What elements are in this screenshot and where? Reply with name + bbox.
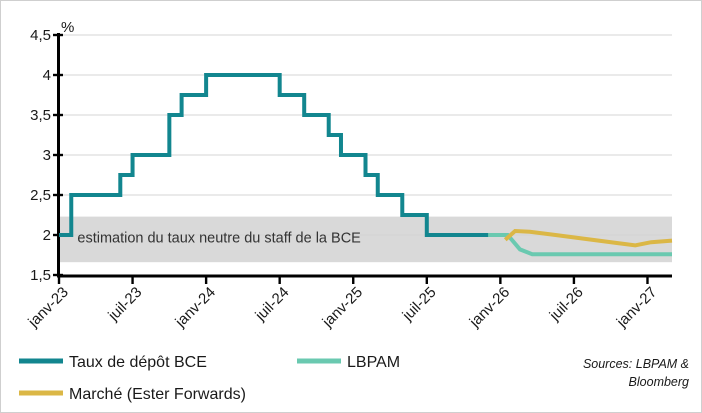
x-axis-tick-label: juil-24 (251, 284, 292, 325)
x-axis-tick-label: janv-23 (24, 284, 72, 332)
y-axis-tick-label: 4 (43, 67, 51, 84)
x-axis-tick-label: janv-26 (466, 284, 514, 332)
y-axis-tick-label: 2 (43, 227, 51, 244)
y-axis-tick-label: 1,5 (30, 267, 51, 284)
x-axis-tick-label: juil-26 (546, 284, 587, 325)
legend-label-lbpam: LBPAM (347, 354, 400, 371)
legend-label-taux-de-depot-bce: Taux de dépôt BCE (69, 354, 207, 371)
legend-label-marche-ester-forwards: Marché (Ester Forwards) (69, 386, 246, 403)
y-axis-tick-label: 3,5 (30, 107, 51, 124)
sources-note-line-1: Sources: LBPAM & (583, 357, 689, 371)
x-axis-tick-label: janv-27 (613, 284, 661, 332)
y-axis-tick-labels: 1,5 2 2,5 3 3,5 4 4,5 (30, 27, 51, 284)
series-line-2 (503, 228, 673, 248)
series-lines (59, 73, 673, 257)
y-axis-tick-label: 3 (43, 147, 51, 164)
x-axis-tick-label: juil-23 (104, 284, 145, 325)
x-axis-tick-labels: janv-23 juil-23 janv-24 juil-24 janv-25 juil-… (24, 284, 660, 332)
y-axis-tick-label: 2,5 (30, 187, 51, 204)
x-axis-tick-label: janv-25 (319, 284, 367, 332)
y-axis-unit-label: % (61, 19, 74, 36)
legend: Taux de dépôt BCE LBPAM Marché (Ester Fo… (19, 354, 400, 403)
series-line-0 (59, 73, 501, 237)
sources-note-line-2: Bloomberg (629, 375, 689, 389)
neutral-rate-band-label: estimation du taux neutre du staff de la… (77, 230, 361, 246)
x-axis-tick-label: janv-24 (171, 284, 219, 332)
x-axis-tick-label: juil-25 (399, 284, 440, 325)
y-axis-tick-label: 4,5 (30, 27, 51, 44)
